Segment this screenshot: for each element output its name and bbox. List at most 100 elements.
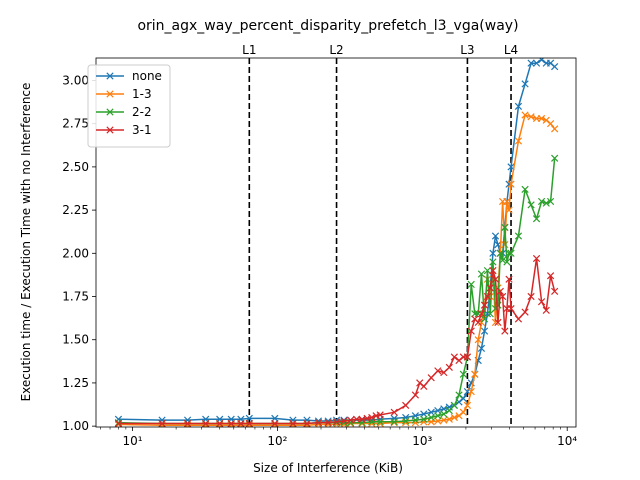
data-point-3-1 <box>483 292 492 301</box>
data-point-3-1 <box>505 275 513 283</box>
data-point-2-2 <box>532 215 541 223</box>
legend-marker-2-2 <box>106 108 114 116</box>
data-point-1-3 <box>551 125 559 133</box>
vertical-line-label-l3: L3 <box>460 43 474 57</box>
y-tick-label: 1.75 <box>62 290 89 304</box>
data-point-1-3 <box>390 419 398 427</box>
data-point-3-1 <box>303 419 311 427</box>
data-point-2-2 <box>480 315 489 323</box>
y-tick-label: 3.00 <box>62 73 89 87</box>
data-point-1-3 <box>501 241 509 249</box>
data-point-2-2 <box>521 185 529 193</box>
data-point-3-1 <box>314 419 323 427</box>
legend: none 1-3 2-2 3-1 <box>87 64 171 148</box>
data-point-2-2 <box>503 258 511 266</box>
data-point-3-1 <box>411 391 420 399</box>
data-point-3-1 <box>237 419 245 427</box>
x-tick-label: 10¹ <box>122 434 142 448</box>
data-point-3-1 <box>477 310 486 318</box>
data-point-3-1 <box>496 287 504 295</box>
data-point-1-3 <box>537 114 546 123</box>
data-point-3-1 <box>499 292 507 301</box>
y-tick-label: 2.00 <box>62 246 89 260</box>
data-point-2-2 <box>471 310 479 318</box>
data-point-2-2 <box>434 412 442 420</box>
data-point-3-1 <box>434 367 442 375</box>
data-point-2-2 <box>507 249 515 257</box>
legend-marker-1-3 <box>106 90 114 98</box>
data-point-3-1 <box>332 418 341 426</box>
data-point-2-2 <box>499 256 507 264</box>
data-point-none <box>514 102 523 111</box>
data-point-2-2 <box>390 418 398 426</box>
data-point-3-1 <box>455 356 463 365</box>
data-point-3-1 <box>514 315 523 323</box>
data-point-3-1 <box>390 408 398 416</box>
data-point-3-1 <box>346 416 355 424</box>
data-point-none <box>527 59 535 67</box>
data-point-3-1 <box>183 419 192 427</box>
data-point-3-1 <box>486 284 494 292</box>
data-point-3-1 <box>551 287 559 295</box>
data-point-none <box>440 405 448 413</box>
data-point-3-1 <box>271 419 279 427</box>
data-point-3-1 <box>289 419 297 427</box>
data-point-1-3 <box>503 197 511 206</box>
y-tick-label: 2.75 <box>62 117 89 131</box>
data-point-3-1 <box>402 401 410 410</box>
y-tick-label: 1.00 <box>62 419 89 433</box>
vertical-line-label-l2: L2 <box>329 43 343 57</box>
legend-marker-3-1 <box>106 126 114 134</box>
data-point-1-3 <box>434 417 442 425</box>
data-point-2-2 <box>542 199 550 207</box>
data-point-1-3 <box>505 206 513 214</box>
data-point-1-3 <box>467 387 475 396</box>
data-point-3-1 <box>376 411 384 419</box>
data-point-3-1 <box>463 353 472 361</box>
data-point-2-2 <box>427 413 435 422</box>
data-point-3-1 <box>114 419 123 427</box>
axis-ticks: L1 L2 L3 L4 10¹ 10² 10³ 10⁴ 1.00 1.25 1.50 1.75 2.00… <box>62 43 577 448</box>
data-point-none <box>491 232 500 240</box>
data-point-3-1 <box>507 304 515 313</box>
data-point-2-2 <box>496 249 504 257</box>
data-point-1-3 <box>521 111 529 119</box>
plot-area <box>114 58 559 427</box>
legend-label-none: none <box>132 69 162 83</box>
data-point-none <box>477 344 486 352</box>
data-point-3-1 <box>474 318 482 327</box>
data-point-3-1 <box>445 363 453 371</box>
data-point-3-1 <box>216 419 224 427</box>
data-point-3-1 <box>480 301 489 309</box>
data-point-2-2 <box>551 154 559 162</box>
data-point-none <box>427 408 435 416</box>
data-point-1-3 <box>542 116 550 124</box>
data-point-none <box>420 410 428 418</box>
legend-marker-none <box>106 72 114 80</box>
data-point-2-2 <box>467 280 475 289</box>
vertical-line-label-l4: L4 <box>504 43 518 57</box>
data-point-none <box>537 58 546 64</box>
data-point-3-1 <box>537 298 546 306</box>
data-point-2-2 <box>459 370 467 378</box>
data-point-none <box>480 327 489 335</box>
data-point-3-1 <box>542 306 550 314</box>
data-point-none <box>551 63 559 71</box>
data-point-2-2 <box>332 419 341 427</box>
data-point-none <box>459 394 467 403</box>
data-point-2-2 <box>455 391 463 399</box>
data-point-3-1 <box>532 254 541 263</box>
x-tick-label: 10⁴ <box>557 434 577 448</box>
data-point-none <box>271 414 279 422</box>
data-point-none <box>521 80 529 88</box>
data-point-2-2 <box>450 401 458 410</box>
data-point-2-2 <box>420 415 428 423</box>
y-tick-label: 1.25 <box>62 376 89 390</box>
data-point-2-2 <box>527 201 535 209</box>
data-point-1-3 <box>546 120 555 128</box>
data-point-none <box>245 414 253 422</box>
y-tick-label: 2.50 <box>62 160 89 174</box>
legend-label-3-1: 3-1 <box>132 123 152 137</box>
data-point-2-2 <box>440 410 448 418</box>
